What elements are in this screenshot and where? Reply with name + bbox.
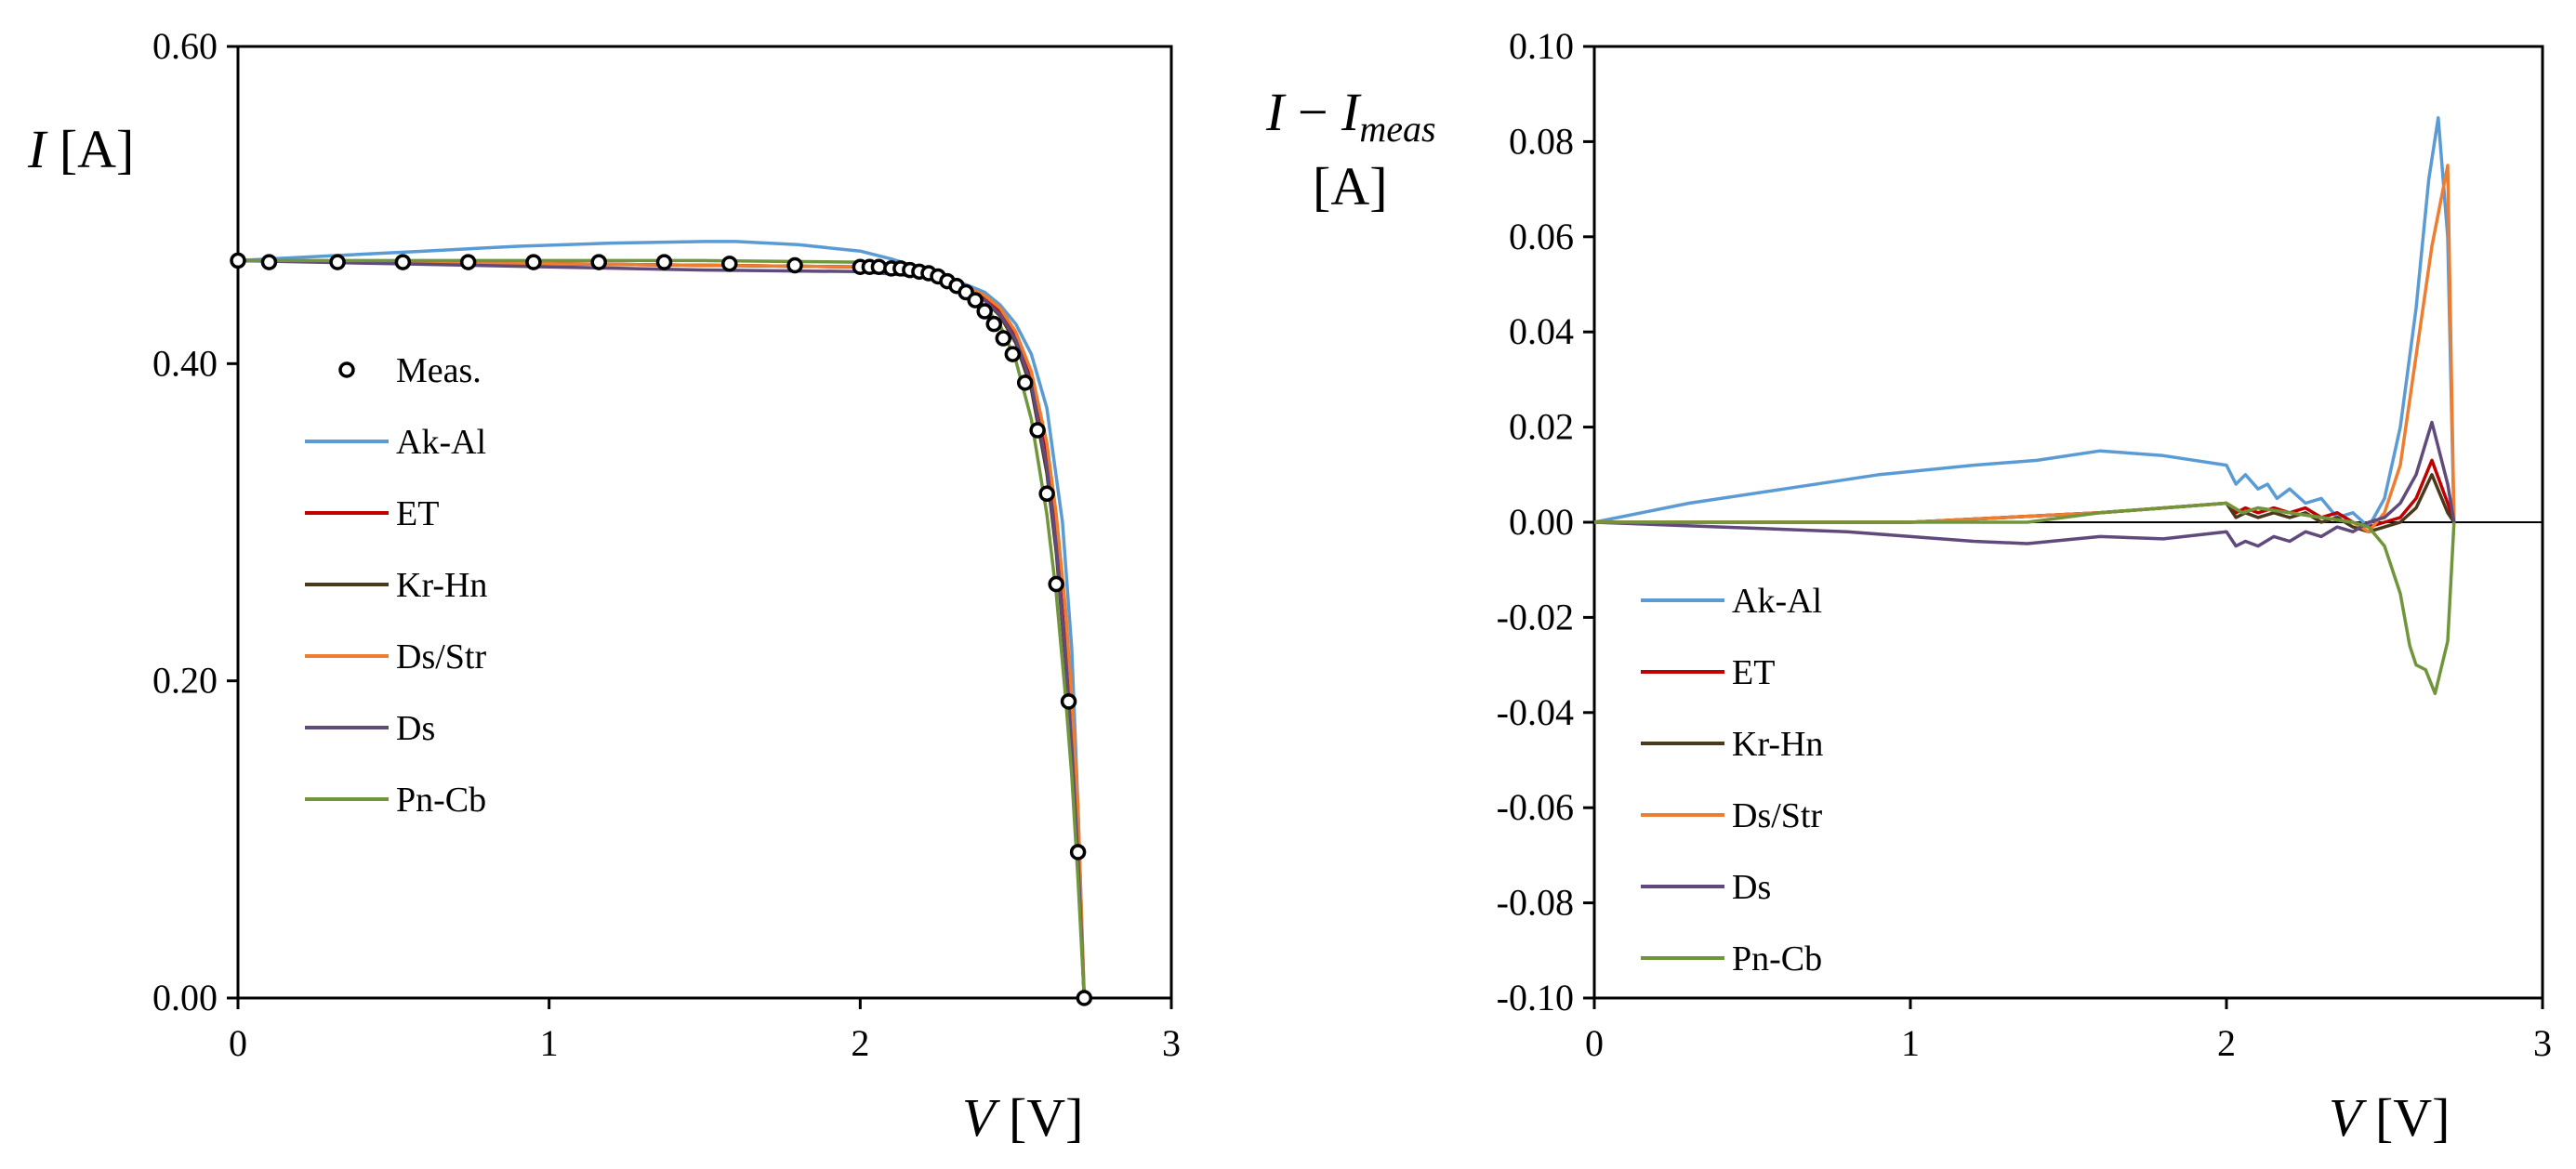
l-meas-point bbox=[260, 254, 278, 270]
l-legend-marker-meas- bbox=[338, 361, 355, 378]
l-ytick-label: 0.00 bbox=[152, 977, 218, 1018]
l-meas-point bbox=[525, 254, 542, 270]
l-meas-point bbox=[1060, 693, 1077, 710]
r-legend-label-ak-al: Ak-Al bbox=[1732, 582, 1822, 621]
l-xtick-label: 2 bbox=[851, 1022, 869, 1064]
r-ytick-label: -0.04 bbox=[1497, 691, 1574, 733]
left-plot-frame bbox=[236, 45, 1173, 1000]
l-xtick-label: 0 bbox=[229, 1022, 247, 1064]
l-meas-point bbox=[721, 256, 738, 272]
l-legend-label-ds: Ds bbox=[396, 709, 435, 748]
r-xtick-label: 1 bbox=[1901, 1022, 1920, 1064]
r-ytick-label: 0.00 bbox=[1509, 501, 1574, 543]
l-legend-label-ak-al: Ak-Al bbox=[396, 423, 486, 462]
l-meas-point bbox=[995, 330, 1012, 347]
l-meas-point bbox=[459, 254, 477, 270]
l-legend-label-et: ET bbox=[396, 494, 439, 533]
r-legend-label-et: ET bbox=[1732, 653, 1775, 692]
l-legend-label-meas-: Meas. bbox=[396, 351, 482, 390]
l-meas-point bbox=[1016, 374, 1034, 391]
l-series-kr-hn bbox=[237, 258, 1087, 999]
l-series-pn-cb bbox=[238, 258, 1087, 999]
l-meas-point bbox=[1076, 990, 1093, 1006]
l-meas-point bbox=[1004, 346, 1022, 362]
right-ylabel-unit: [A] bbox=[1313, 156, 1388, 217]
l-ytick-label: 0.60 bbox=[152, 25, 218, 67]
l-xtick-label: 1 bbox=[540, 1022, 559, 1064]
right-chart: -0.10 -0.08 -0.06 -0.04 -0.02 0.00 0.02 0.04 0.0… bbox=[1265, 25, 2552, 1148]
l-legend-label-ds-str: Ds/Str bbox=[396, 637, 486, 676]
l-xtick-label: 3 bbox=[1162, 1022, 1181, 1064]
r-legend-label-ds-str: Ds/Str bbox=[1732, 796, 1822, 835]
left-chart: 0.00 0.20 0.40 0.60 0 1 2 3 Meas. Ak-Al ET Kr-Hn D… bbox=[27, 25, 1181, 1148]
l-meas-point bbox=[590, 254, 607, 270]
r-ytick-label: 0.04 bbox=[1509, 310, 1574, 352]
r-xtick-label: 0 bbox=[1585, 1022, 1604, 1064]
r-series-ds bbox=[1593, 420, 2456, 548]
l-meas-point bbox=[230, 252, 246, 269]
r-legend-label-ds: Ds bbox=[1732, 868, 1771, 907]
l-legend-label-kr-hn: Kr-Hn bbox=[396, 566, 487, 605]
l-meas-point bbox=[1069, 844, 1087, 860]
r-ytick-label: -0.06 bbox=[1497, 786, 1574, 828]
l-meas-point bbox=[394, 254, 412, 270]
r-series-ds-str bbox=[1594, 164, 2456, 533]
right-xlabel: V [V] bbox=[2329, 1087, 2450, 1148]
l-meas-point bbox=[976, 303, 993, 320]
l-meas-point bbox=[967, 292, 984, 309]
r-ytick-label: -0.08 bbox=[1497, 882, 1574, 924]
l-series-ds bbox=[237, 258, 1087, 999]
r-xtick-label: 3 bbox=[2533, 1022, 2552, 1064]
l-ytick-label: 0.40 bbox=[152, 342, 218, 384]
l-meas-point bbox=[1038, 485, 1055, 503]
l-series-ak-al bbox=[237, 240, 1087, 999]
l-meas-point bbox=[655, 254, 673, 270]
r-legend-label-kr-hn: Kr-Hn bbox=[1732, 725, 1823, 764]
r-ytick-label: 0.10 bbox=[1509, 25, 1574, 67]
r-series-pn-cb bbox=[1594, 501, 2456, 696]
l-meas-point bbox=[1048, 575, 1064, 593]
right-ylabel: I − Imeas bbox=[1265, 82, 1436, 150]
r-legend-label-pn-cb: Pn-Cb bbox=[1732, 939, 1822, 979]
l-meas-point bbox=[985, 315, 1002, 333]
l-meas-point bbox=[786, 256, 803, 274]
l-meas-point bbox=[1029, 422, 1046, 439]
r-ytick-label: -0.10 bbox=[1497, 977, 1574, 1018]
l-ytick-label: 0.20 bbox=[152, 660, 218, 702]
r-xtick-label: 2 bbox=[2217, 1022, 2236, 1064]
r-ytick-label: 0.06 bbox=[1509, 216, 1574, 257]
left-xlabel: V [V] bbox=[962, 1087, 1083, 1148]
l-series-et bbox=[237, 258, 1087, 999]
r-ytick-label: 0.02 bbox=[1509, 406, 1574, 448]
r-ytick-label: 0.08 bbox=[1509, 120, 1574, 162]
l-series-ds-str bbox=[237, 258, 1087, 999]
l-meas-point bbox=[329, 254, 346, 270]
left-ylabel: I [A] bbox=[27, 119, 134, 179]
l-legend-label-pn-cb: Pn-Cb bbox=[396, 781, 486, 820]
r-ytick-label: -0.02 bbox=[1497, 596, 1574, 637]
r-series-ak-al bbox=[1593, 116, 2456, 529]
